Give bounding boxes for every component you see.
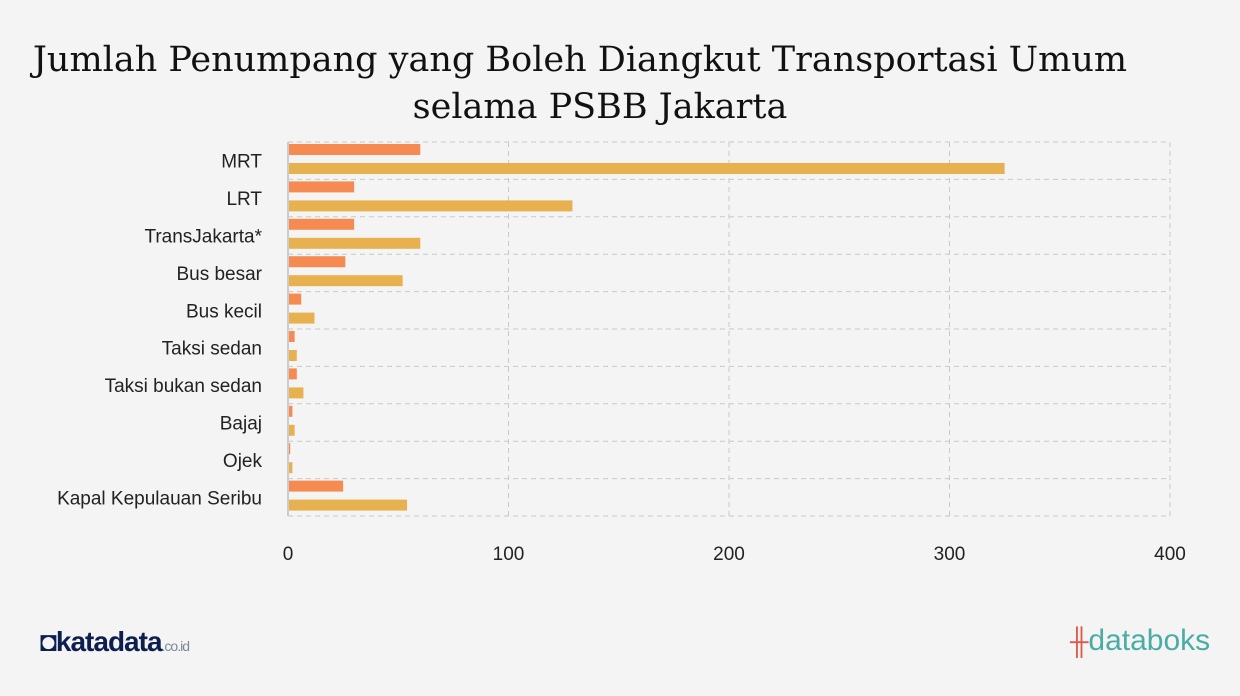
bar [288,331,295,342]
category-label: Ojek [223,451,263,472]
bar [288,181,355,193]
chart-title-line-2: selama PSBB Jakarta [412,87,788,127]
category-label: TransJakarta* [144,227,262,248]
category-label: Bus besar [176,264,262,285]
category-label: Bajaj [220,414,262,435]
category-label: MRT [221,152,262,173]
category-label: LRT [226,189,262,210]
x-tick-label: 300 [934,544,966,565]
bar [288,218,355,230]
chart-title-line-1: Jumlah Penumpang yang Boleh Diangkut Tra… [32,40,1128,80]
category-label: Bus kecil [186,301,262,322]
bar [288,237,421,249]
category-label: Kapal Kepulauan Seribu [57,488,262,509]
bar [288,424,295,436]
x-tick-label: 200 [713,544,745,565]
bar [288,275,403,287]
x-tick-label: 400 [1154,544,1186,565]
bar [288,462,293,474]
bar [288,163,1005,174]
bar [288,293,302,305]
bar [288,368,297,380]
bar [288,499,408,511]
bar [288,350,297,361]
x-tick-label: 0 [283,544,294,565]
databoks-logo: ╫databoks [1070,624,1211,657]
bar [288,312,315,324]
category-label: Taksi bukan sedan [105,376,262,397]
bar [288,256,346,268]
katadata-logo: ◘katadata.co.id [40,626,190,657]
bar [288,405,293,417]
x-tick-label: 100 [493,544,525,565]
bar [288,480,344,492]
bar [288,443,291,455]
bar [288,387,304,399]
bar [288,200,573,212]
category-label: Taksi sedan [162,339,262,360]
bar [288,144,421,155]
